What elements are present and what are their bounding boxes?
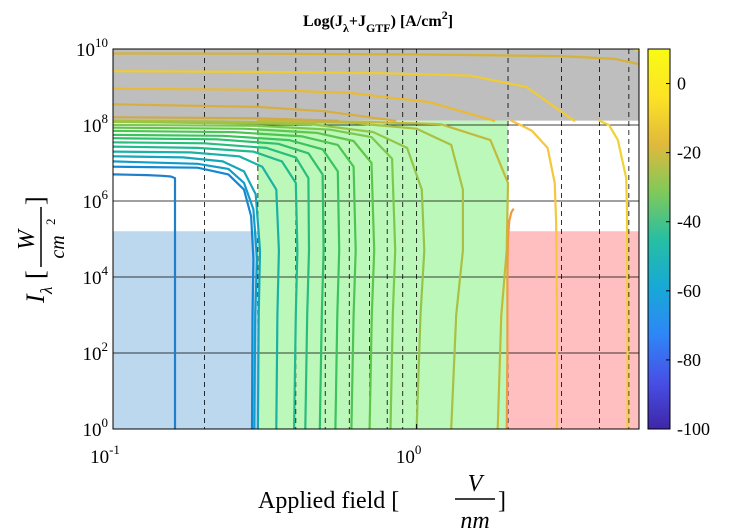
series-line-6 — [113, 145, 299, 429]
svg-text:nm: nm — [460, 508, 489, 532]
series-line-10 — [113, 129, 357, 429]
series-line-7 — [113, 141, 311, 429]
series-line-16 — [505, 208, 515, 429]
series-line-13 — [113, 120, 426, 429]
colorbar-gradient — [647, 48, 671, 430]
y-tick-label: 108 — [83, 111, 109, 137]
series-line-9 — [113, 133, 341, 429]
svg-text:]: ] — [498, 488, 506, 514]
plot-frame — [112, 48, 640, 430]
series-line-3 — [113, 160, 259, 429]
region-red — [508, 231, 639, 429]
svg-text:W: W — [14, 228, 40, 250]
series-line-2 — [113, 165, 255, 429]
y-tick-label: 106 — [83, 187, 109, 213]
colorbar-tick-label: -60 — [677, 281, 701, 301]
colorbar-tick-label: -40 — [677, 212, 701, 232]
svg-text:I: I — [21, 293, 50, 304]
svg-text:Applied field [: Applied field [ — [258, 488, 399, 514]
svg-text:[: [ — [21, 270, 50, 279]
colorbar-tick-label: -100 — [677, 419, 710, 439]
colorbar-tick-label: -20 — [677, 143, 701, 163]
series-line-1 — [113, 173, 177, 429]
x-tick-label: 10-1 — [90, 442, 120, 468]
series-line-5 — [113, 150, 280, 429]
series-line-8 — [113, 137, 325, 429]
series-line-4 — [113, 155, 262, 429]
region-gray — [113, 49, 639, 121]
y-tick-label: 100 — [83, 415, 109, 441]
colorbar-tick-label: -80 — [677, 350, 701, 370]
series-line-14 — [113, 119, 464, 429]
series-line-18 — [598, 119, 629, 429]
chart-title: Log(Jλ+JGTF) [A/cm2] — [303, 8, 453, 35]
series-line-12 — [113, 123, 397, 429]
svg-text:λ: λ — [37, 287, 56, 295]
colorbar: 0 -20 -40 -60 -80 -100 — [647, 48, 710, 439]
region-blue — [113, 231, 258, 429]
svg-text:2: 2 — [43, 219, 58, 226]
series-line-22 — [113, 116, 339, 122]
series-line-17 — [510, 119, 559, 429]
colorbar-tick-label: 0 — [677, 74, 686, 94]
y-tick-label: 1010 — [76, 35, 108, 61]
svg-text:V: V — [468, 471, 485, 497]
series-line-23 — [113, 52, 639, 66]
series-line-15 — [256, 119, 510, 429]
series-line-11 — [113, 126, 376, 429]
y-tick-label: 104 — [83, 263, 109, 289]
x-tick-label: 100 — [396, 442, 422, 468]
region-green — [257, 120, 509, 429]
series-line-19 — [113, 70, 576, 122]
svg-text:]: ] — [21, 196, 50, 205]
x-axis-label: Applied field [ V nm ] — [258, 471, 506, 532]
svg-text:cm: cm — [47, 235, 69, 258]
series-line-20 — [113, 87, 496, 122]
series-line-21 — [113, 103, 397, 122]
y-axis-label: I λ [ W cm 2 ] — [14, 196, 69, 304]
y-tick-label: 102 — [83, 339, 109, 365]
